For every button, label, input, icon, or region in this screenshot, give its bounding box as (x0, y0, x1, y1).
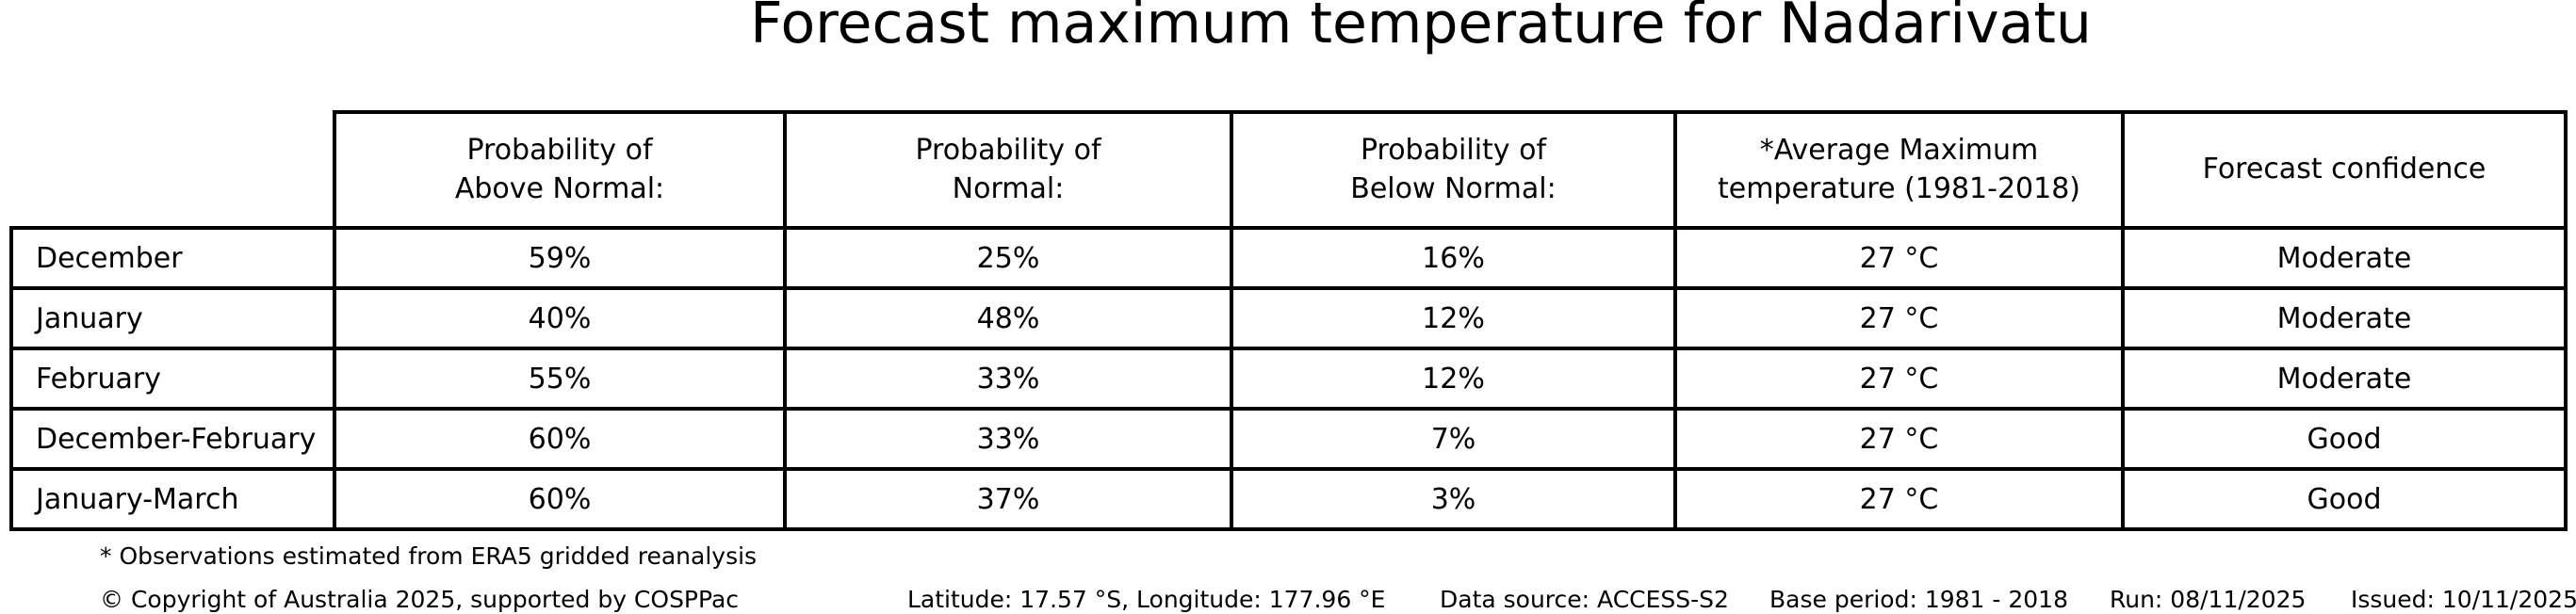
row-label: February (9, 347, 336, 411)
cell-below-normal: 12% (1230, 347, 1677, 411)
cell-below-normal: 12% (1230, 286, 1677, 350)
row-label: December-February (9, 407, 336, 471)
copyright-text: © Copyright of Australia 2025, supported… (100, 586, 740, 613)
cell-average-max-temp: 27 °C (1673, 286, 2125, 350)
header-row: Probability of Above Normal: Probability… (11, 110, 2568, 230)
cell-above-normal: 60% (333, 467, 787, 531)
col-header-below-normal: Probability of Below Normal: (1230, 110, 1677, 230)
row-label: January-March (9, 467, 336, 531)
cell-forecast-confidence: Good (2121, 407, 2568, 471)
cell-average-max-temp: 27 °C (1673, 467, 2125, 531)
table-row-january-march: January-March 60% 37% 3% 27 °C Good (9, 467, 2568, 531)
cell-above-normal: 59% (333, 226, 787, 290)
col-header-above-normal: Probability of Above Normal: (333, 110, 787, 230)
cell-average-max-temp: 27 °C (1673, 347, 2125, 411)
issued-date-text: Issued: 10/11/2025 (2351, 586, 2576, 613)
cell-forecast-confidence: Moderate (2121, 347, 2568, 411)
cell-normal: 48% (783, 286, 1233, 350)
table-row-january: January 40% 48% 12% 27 °C Moderate (9, 286, 2568, 350)
corner-cell (11, 112, 334, 228)
observations-footnote: * Observations estimated from ERA5 gridd… (100, 542, 758, 570)
cell-normal: 37% (783, 467, 1233, 531)
forecast-table: Probability of Above Normal: Probability… (9, 110, 2568, 531)
cell-forecast-confidence: Moderate (2121, 286, 2568, 350)
page-title: Forecast maximum temperature for Nadariv… (750, 0, 2092, 57)
table-row-december-february: December-February 60% 33% 7% 27 °C Good (9, 407, 2568, 471)
row-label: January (9, 286, 336, 350)
table-row-december: December 59% 25% 16% 27 °C Moderate (9, 226, 2568, 290)
run-date-text: Run: 08/11/2025 (2110, 586, 2307, 613)
base-period-text: Base period: 1981 - 2018 (1769, 586, 2068, 613)
row-label: December (9, 226, 336, 290)
cell-normal: 33% (783, 407, 1233, 471)
location-text: Latitude: 17.57 °S, Longitude: 177.96 °E (907, 586, 1386, 613)
data-source-text: Data source: ACCESS-S2 (1440, 586, 1729, 613)
cell-above-normal: 40% (333, 286, 787, 350)
cell-normal: 25% (783, 226, 1233, 290)
cell-forecast-confidence: Moderate (2121, 226, 2568, 290)
col-header-forecast-confidence: Forecast confidence (2121, 110, 2568, 230)
cell-below-normal: 3% (1230, 467, 1677, 531)
cell-below-normal: 7% (1230, 407, 1677, 471)
cell-average-max-temp: 27 °C (1673, 407, 2125, 471)
table-row-february: February 55% 33% 12% 27 °C Moderate (9, 347, 2568, 411)
cell-normal: 33% (783, 347, 1233, 411)
col-header-average-max-temp: *Average Maximum temperature (1981-2018) (1673, 110, 2125, 230)
cell-above-normal: 55% (333, 347, 787, 411)
cell-forecast-confidence: Good (2121, 467, 2568, 531)
cell-above-normal: 60% (333, 407, 787, 471)
cell-average-max-temp: 27 °C (1673, 226, 2125, 290)
cell-below-normal: 16% (1230, 226, 1677, 290)
col-header-normal: Probability of Normal: (783, 110, 1233, 230)
